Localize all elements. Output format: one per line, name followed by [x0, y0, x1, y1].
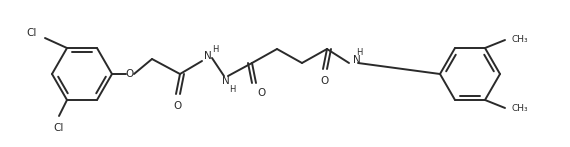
Text: N: N — [222, 76, 230, 86]
Text: H: H — [212, 45, 218, 54]
Text: CH₃: CH₃ — [512, 105, 528, 113]
Text: O: O — [126, 69, 134, 79]
Text: O: O — [174, 101, 182, 111]
Text: Cl: Cl — [54, 123, 64, 133]
Text: O: O — [321, 76, 329, 86]
Text: O: O — [258, 88, 266, 98]
Text: N: N — [353, 55, 361, 65]
Text: CH₃: CH₃ — [512, 35, 528, 44]
Text: N: N — [204, 51, 212, 61]
Text: Cl: Cl — [27, 28, 37, 38]
Text: H: H — [229, 85, 235, 93]
Text: H: H — [356, 47, 362, 56]
